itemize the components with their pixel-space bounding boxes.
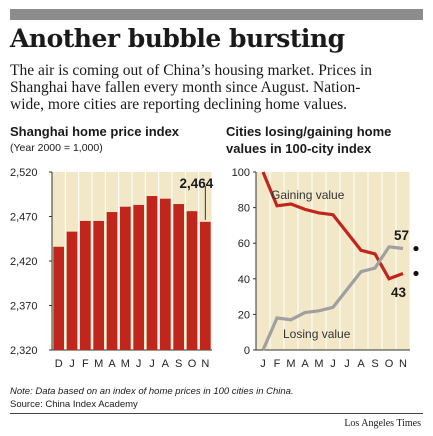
gaining-end-label: 43 bbox=[391, 285, 407, 300]
y-tick-label: 0 bbox=[244, 345, 250, 357]
gaining-series-label: Gaining value bbox=[271, 188, 345, 202]
y-tick-label: 60 bbox=[238, 238, 250, 250]
x-tick-label: F bbox=[274, 358, 281, 370]
bar bbox=[186, 211, 198, 350]
x-tick-label: S bbox=[175, 358, 182, 370]
x-tick-label: S bbox=[371, 358, 378, 370]
chart-source: Source: China Index Academy bbox=[10, 399, 138, 410]
x-tick-label: M bbox=[314, 358, 323, 370]
bar bbox=[133, 204, 144, 350]
bar bbox=[66, 231, 78, 350]
footer-rule bbox=[10, 413, 423, 414]
publisher-credit: Los Angeles Times bbox=[344, 418, 421, 429]
bar bbox=[106, 212, 118, 350]
lede-line: wide, more cities are reporting declinin… bbox=[10, 96, 348, 113]
x-tick-label: J bbox=[344, 358, 350, 370]
x-tick-label: D bbox=[55, 358, 63, 370]
left-chart-subtitle: (Year 2000 = 1,000) bbox=[10, 142, 103, 154]
x-tick-label: J bbox=[69, 358, 75, 370]
x-tick-label: A bbox=[162, 358, 170, 370]
bar bbox=[160, 198, 171, 350]
annotation-label: 2,464 bbox=[180, 176, 214, 191]
x-tick-label: A bbox=[357, 358, 365, 370]
x-tick-label: N bbox=[201, 358, 209, 370]
gaining-end-dot bbox=[413, 270, 419, 277]
y-tick-label: 2,520 bbox=[10, 167, 38, 179]
bar bbox=[146, 196, 158, 350]
x-tick-label: A bbox=[108, 358, 116, 370]
x-tick-label: N bbox=[399, 358, 407, 370]
bar bbox=[53, 246, 64, 350]
lede-paragraph: The air is coming out of China’s housing… bbox=[10, 62, 426, 113]
losing-series-label: Losing value bbox=[283, 327, 351, 341]
y-tick-label: 40 bbox=[238, 274, 250, 286]
x-tick-label: J bbox=[136, 358, 142, 370]
y-tick-label: 2,470 bbox=[10, 212, 38, 224]
lede-line: The air is coming out of China’s housing… bbox=[10, 62, 373, 79]
x-tick-label: A bbox=[301, 358, 309, 370]
y-tick-label: 2,370 bbox=[10, 301, 38, 313]
x-tick-label: J bbox=[260, 358, 266, 370]
y-tick-label: 100 bbox=[232, 167, 250, 179]
bar bbox=[120, 206, 131, 350]
right-chart-title-line2: values in 100-city index bbox=[226, 141, 372, 156]
x-tick-label: M bbox=[94, 358, 103, 370]
x-tick-label: F bbox=[82, 358, 89, 370]
losing-end-label: 57 bbox=[394, 228, 409, 243]
losing-series-line bbox=[261, 245, 404, 351]
top-rule-bar bbox=[10, 9, 423, 20]
bar bbox=[173, 204, 184, 350]
right-chart-title-line1: Cities losing/gaining home bbox=[226, 124, 392, 139]
y-tick-label: 20 bbox=[238, 309, 250, 321]
losing-end-dot bbox=[413, 245, 419, 252]
x-tick-label: J bbox=[330, 358, 336, 370]
x-tick-label: M bbox=[121, 358, 130, 370]
x-tick-label: M bbox=[286, 358, 295, 370]
plot-background bbox=[256, 172, 410, 350]
x-tick-label: J bbox=[149, 358, 155, 370]
left-chart-title: Shanghai home price index bbox=[10, 124, 180, 139]
x-tick-label: O bbox=[385, 358, 394, 370]
lede-line: Shanghai have fallen every month since A… bbox=[10, 79, 361, 96]
chart-note: Note: Data based on an index of home pri… bbox=[10, 386, 294, 397]
y-tick-label: 2,420 bbox=[10, 256, 38, 268]
y-tick-label: 80 bbox=[238, 203, 250, 215]
x-tick-label: O bbox=[188, 358, 197, 370]
bar bbox=[93, 220, 104, 350]
y-tick-label: 2,320 bbox=[10, 345, 38, 357]
headline: Another bubble bursting bbox=[10, 24, 345, 53]
bar bbox=[80, 220, 91, 350]
bar bbox=[200, 221, 211, 350]
